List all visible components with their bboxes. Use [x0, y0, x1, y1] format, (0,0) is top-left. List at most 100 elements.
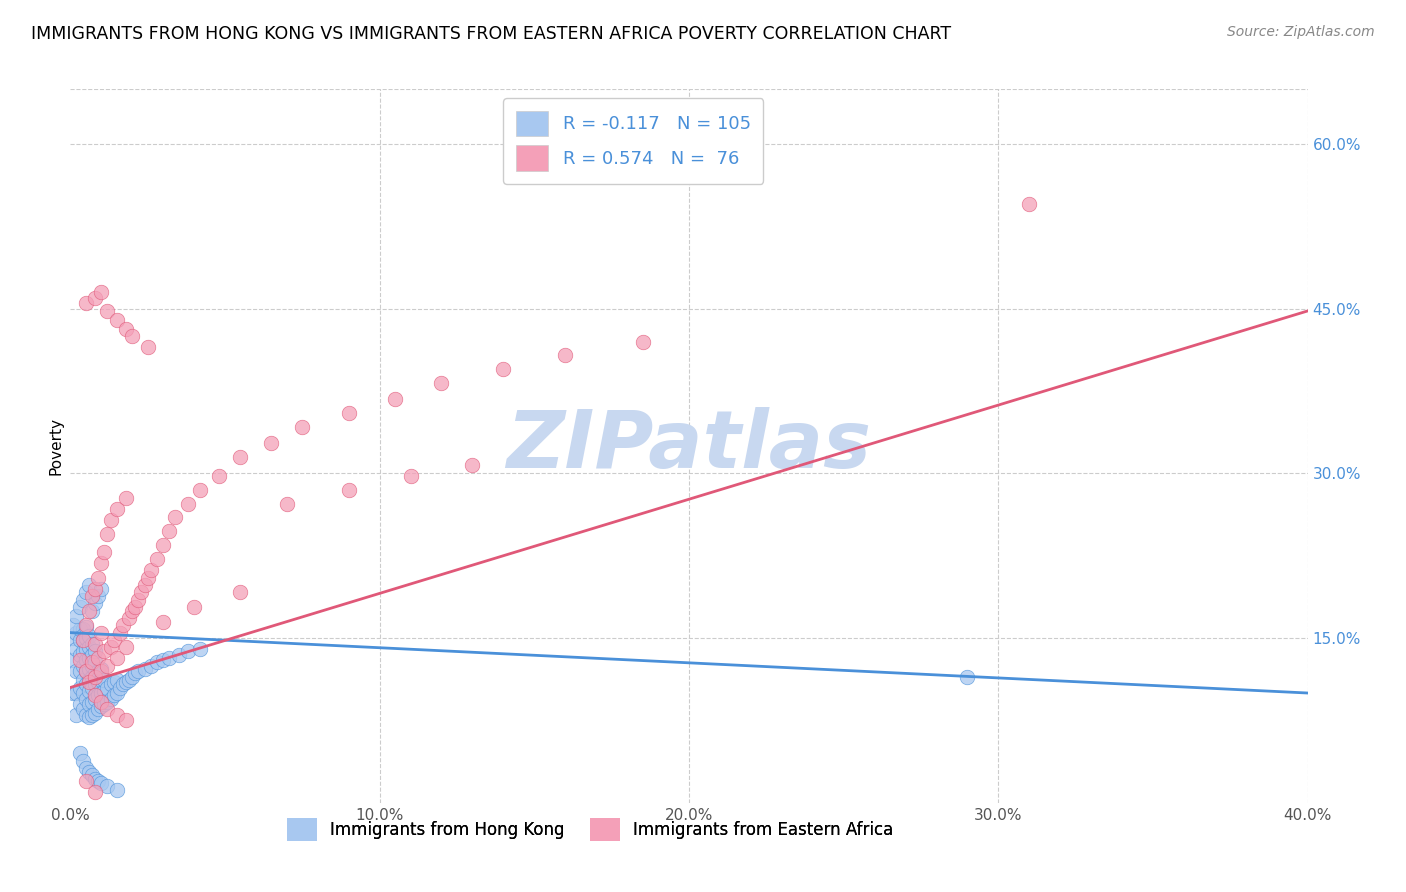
Point	[118, 611, 141, 625]
Point	[62, 618, 84, 632]
Point	[96, 780, 118, 794]
Point	[75, 664, 97, 678]
Point	[75, 761, 97, 775]
Point	[157, 524, 180, 538]
Point	[69, 681, 91, 695]
Legend: Immigrants from Hong Kong, Immigrants from Eastern Africa: Immigrants from Hong Kong, Immigrants fr…	[280, 811, 900, 848]
Point	[62, 631, 84, 645]
Point	[103, 633, 125, 648]
Point	[75, 653, 97, 667]
Point	[87, 675, 110, 690]
Point	[65, 642, 87, 657]
Point	[77, 683, 100, 698]
Point	[80, 637, 103, 651]
Point	[100, 677, 122, 691]
Point	[188, 642, 211, 657]
Point	[188, 483, 211, 497]
Point	[136, 571, 159, 585]
Point	[124, 600, 146, 615]
Point	[69, 623, 91, 637]
Point	[62, 686, 84, 700]
Point	[139, 658, 162, 673]
Point	[77, 651, 100, 665]
Point	[77, 675, 100, 690]
Point	[554, 348, 576, 362]
Point	[84, 772, 107, 786]
Point	[87, 702, 110, 716]
Point	[65, 625, 87, 640]
Point	[75, 677, 97, 691]
Point	[90, 662, 112, 676]
Point	[90, 582, 112, 596]
Point	[121, 669, 143, 683]
Point	[134, 662, 156, 676]
Point	[152, 615, 174, 629]
Point	[108, 625, 131, 640]
Point	[96, 526, 118, 541]
Point	[69, 697, 91, 711]
Point	[337, 483, 360, 497]
Point	[80, 655, 103, 669]
Text: IMMIGRANTS FROM HONG KONG VS IMMIGRANTS FROM EASTERN AFRICA POVERTY CORRELATION : IMMIGRANTS FROM HONG KONG VS IMMIGRANTS …	[31, 25, 950, 43]
Point	[84, 291, 107, 305]
Point	[75, 631, 97, 645]
Point	[75, 620, 97, 634]
Point	[77, 697, 100, 711]
Point	[127, 592, 149, 607]
Point	[90, 285, 112, 300]
Point	[84, 637, 107, 651]
Point	[69, 664, 91, 678]
Point	[1018, 197, 1040, 211]
Point	[115, 491, 138, 505]
Point	[337, 406, 360, 420]
Point	[229, 450, 252, 464]
Point	[72, 702, 94, 716]
Point	[93, 697, 115, 711]
Point	[956, 669, 979, 683]
Point	[77, 578, 100, 592]
Point	[399, 468, 422, 483]
Point	[80, 669, 103, 683]
Point	[183, 600, 205, 615]
Point	[80, 590, 103, 604]
Point	[93, 673, 115, 687]
Point	[124, 666, 146, 681]
Point	[103, 688, 125, 702]
Point	[631, 334, 654, 349]
Point	[105, 651, 128, 665]
Point	[77, 640, 100, 654]
Point	[90, 699, 112, 714]
Point	[62, 653, 84, 667]
Point	[80, 695, 103, 709]
Point	[87, 688, 110, 702]
Point	[96, 681, 118, 695]
Point	[461, 458, 484, 472]
Point	[65, 664, 87, 678]
Point	[93, 644, 115, 658]
Point	[77, 710, 100, 724]
Point	[103, 675, 125, 690]
Point	[75, 296, 97, 310]
Point	[87, 664, 110, 678]
Point	[157, 651, 180, 665]
Y-axis label: Poverty: Poverty	[48, 417, 63, 475]
Point	[90, 625, 112, 640]
Point	[111, 618, 134, 632]
Point	[134, 578, 156, 592]
Point	[105, 673, 128, 687]
Point	[115, 321, 138, 335]
Point	[100, 512, 122, 526]
Point	[96, 658, 118, 673]
Point	[77, 662, 100, 676]
Point	[167, 648, 190, 662]
Point	[80, 658, 103, 673]
Point	[75, 642, 97, 657]
Point	[80, 768, 103, 782]
Point	[146, 552, 169, 566]
Point	[152, 538, 174, 552]
Point	[105, 782, 128, 797]
Point	[65, 609, 87, 624]
Point	[96, 695, 118, 709]
Point	[72, 644, 94, 658]
Point	[87, 651, 110, 665]
